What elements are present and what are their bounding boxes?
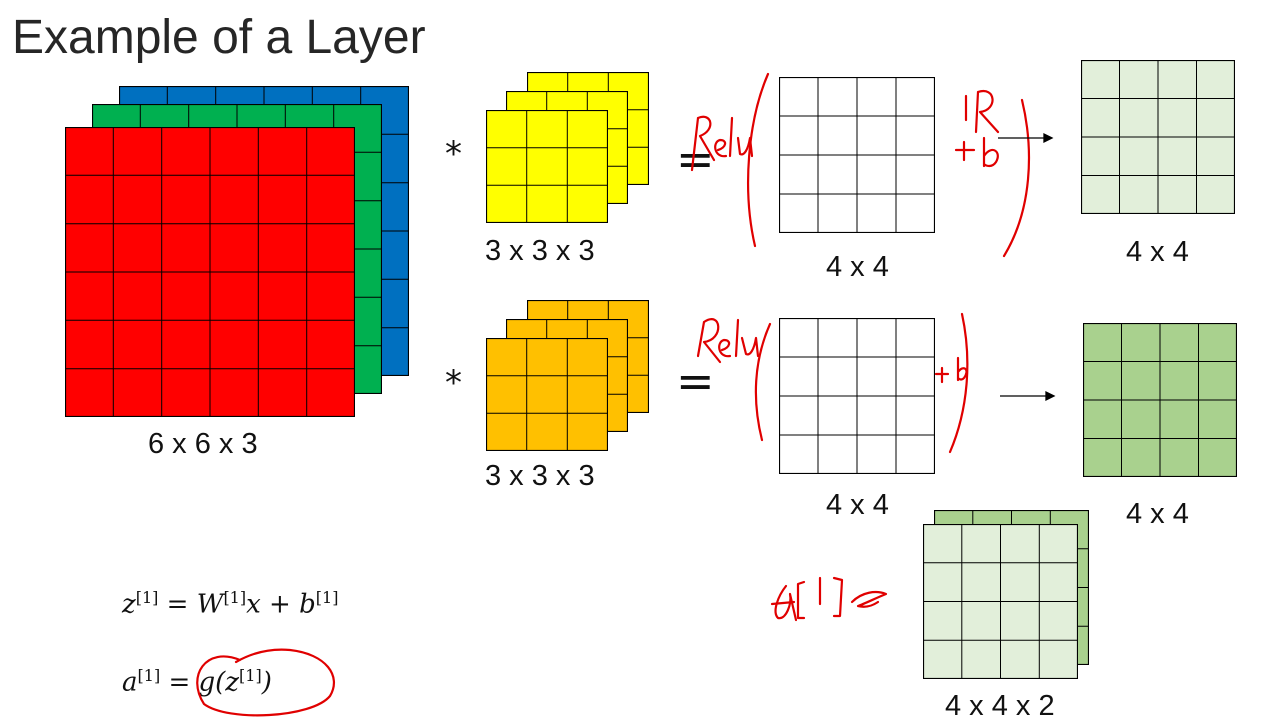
conv-output-1-grid (779, 77, 935, 233)
filter-1-slice-1 (486, 110, 608, 223)
activated-output-1-label: 4 x 4 (1126, 236, 1189, 268)
eq-a-sup: [1] (137, 666, 161, 685)
eq-a-lhs: a (122, 667, 138, 698)
bracket-right-1 (1002, 98, 1031, 258)
eq-a-close: ) (261, 667, 272, 698)
bracket-left-1 (747, 72, 770, 248)
filter-2-slice-1 (486, 338, 608, 451)
activated-output-2-label: 4 x 4 (1126, 498, 1189, 530)
convolve-operator-2: * (445, 363, 462, 403)
eq-z-sup: [1] (135, 588, 159, 607)
filter-2-slice-1-fill (486, 338, 608, 451)
circle-annotation (196, 648, 336, 717)
filter-1-label: 3 x 3 x 3 (485, 235, 595, 267)
eq-z-lhs: z (122, 589, 136, 620)
bracket-right-2 (948, 312, 969, 454)
a1-annotation (770, 576, 888, 622)
eq-a-equals: = (168, 667, 191, 698)
arrow-1-head (1043, 132, 1054, 144)
filter-2-label: 3 x 3 x 3 (485, 460, 595, 492)
eq-a-g-sup: [1] (239, 666, 262, 685)
arrow-2-head (1045, 390, 1056, 402)
conv-output-2-label: 4 x 4 (826, 489, 889, 521)
plus-b-annotation (934, 356, 968, 384)
eq-z-w: W (196, 589, 224, 620)
eq-z-b-sup: [1] (315, 588, 339, 607)
slide-title: Example of a Layer (12, 11, 426, 64)
equation-z: z[1] = W[1]x + b[1] (122, 588, 338, 620)
activated-output-2-grid (1083, 323, 1237, 477)
conv-output-2-grid (779, 318, 935, 474)
relu-annotation-1 (690, 115, 754, 172)
r-plus-b-annotation (954, 89, 1000, 168)
eq-z-x: x (246, 589, 261, 620)
equals-sign-2: = (676, 354, 715, 408)
eq-z-plus: + (269, 589, 291, 620)
equation-a: a[1] = g(z[1]) (122, 666, 272, 698)
eq-z-w-sup: [1] (223, 588, 247, 607)
conv-output-1-label: 4 x 4 (826, 251, 889, 283)
input-channel-red (65, 127, 355, 417)
bracket-left-2 (754, 322, 772, 442)
input-volume-label: 6 x 6 x 3 (148, 428, 258, 460)
relu-annotation-2 (696, 318, 760, 364)
filter-1-slice-1-fill (486, 110, 608, 223)
eq-z-equals: = (166, 589, 189, 620)
stacked-output-label: 4 x 4 x 2 (945, 690, 1055, 722)
stacked-output-front (923, 524, 1078, 679)
activated-output-1-grid (1081, 60, 1235, 214)
eq-a-g: g(z (198, 667, 240, 698)
convolve-operator-1: * (445, 134, 462, 174)
eq-z-b: b (299, 589, 316, 620)
